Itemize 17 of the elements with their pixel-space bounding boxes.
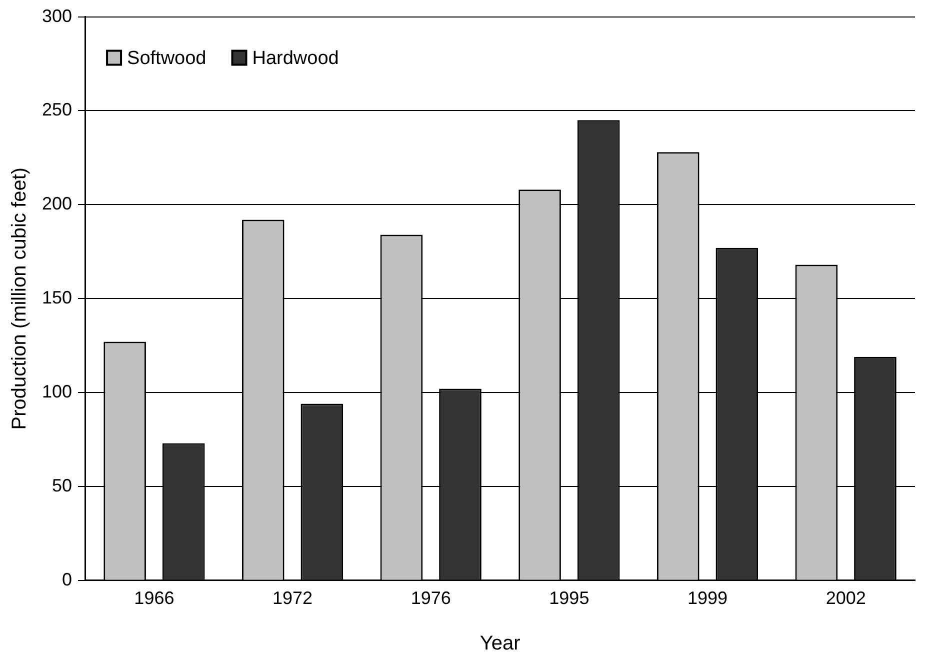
y-axis-title: Production (million cubic feet) bbox=[8, 167, 31, 430]
y-tick-label: 250 bbox=[42, 100, 72, 120]
y-tick-label: 50 bbox=[52, 475, 72, 496]
y-tick-label: 200 bbox=[42, 194, 72, 214]
x-tick-label: 1976 bbox=[410, 588, 451, 608]
x-tick-label: 1972 bbox=[272, 588, 313, 608]
y-tick-label: 150 bbox=[42, 288, 72, 308]
x-tick-label: 1995 bbox=[549, 588, 590, 608]
x-tick-label: 2002 bbox=[826, 588, 866, 608]
y-tick-label: 300 bbox=[42, 6, 72, 26]
legend-label: Hardwood bbox=[252, 48, 339, 70]
x-axis-title: Year bbox=[480, 632, 521, 655]
y-tick-label: 100 bbox=[42, 382, 72, 402]
x-tick-label: 1999 bbox=[687, 588, 728, 608]
y-tick-label: 0 bbox=[62, 569, 72, 590]
x-tick-label: 1966 bbox=[134, 588, 174, 608]
legend-label: Softwood bbox=[127, 48, 206, 70]
